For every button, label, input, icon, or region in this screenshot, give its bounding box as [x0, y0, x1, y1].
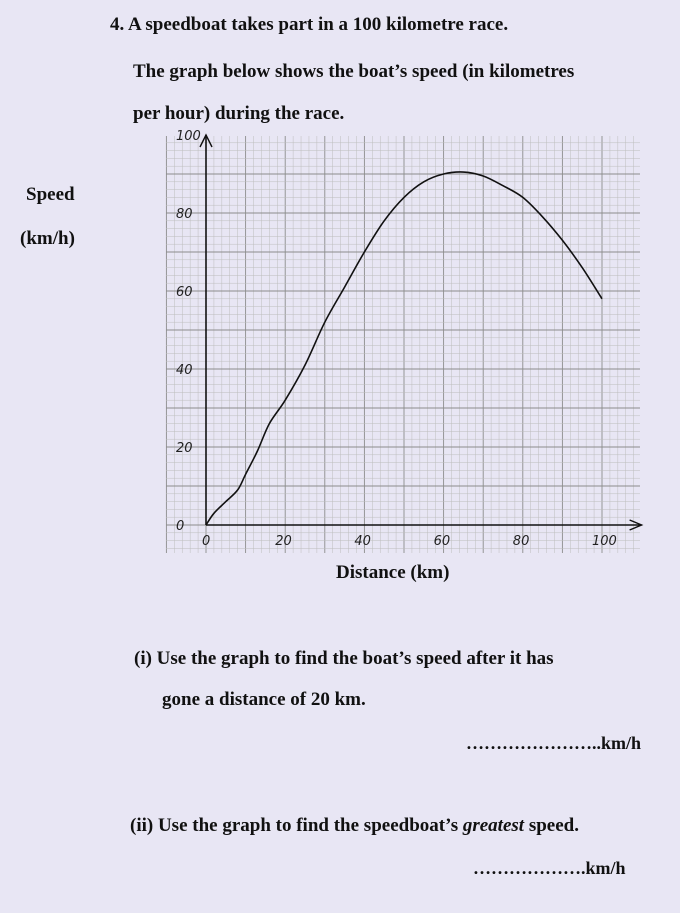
speed-distance-graph: 0 20 40 60 80 100 0 20 40 60 80 100 — [165, 129, 644, 553]
part-ii-emphasis: greatest — [462, 815, 525, 836]
x-tick-label: 80 — [513, 534, 530, 549]
x-tick-label: 40 — [354, 534, 371, 549]
y-tick-label: 100 — [176, 129, 201, 144]
part-ii-suffix: speed. — [524, 815, 579, 836]
part-ii-prefix: (ii) Use the graph to find the speedboat… — [130, 815, 463, 836]
question-title: 4. A speedboat takes part in a 100 kilom… — [110, 14, 509, 35]
part-ii-answer-blank[interactable]: ……………….km/h — [473, 858, 626, 878]
y-tick-label: 0 — [176, 519, 184, 534]
question-intro-line-2: per hour) during the race. — [133, 103, 345, 124]
y-tick-label: 20 — [176, 441, 193, 456]
part-ii-question: (ii) Use the graph to find the speedboat… — [130, 815, 579, 837]
part-i-answer-blank[interactable]: …………………..km/h — [466, 733, 642, 753]
y-axis-arrow — [199, 133, 213, 148]
question-intro-line-1: The graph below shows the boat’s speed (… — [133, 61, 575, 82]
y-axis-label-speed: Speed — [26, 184, 75, 205]
x-tick-label: 20 — [275, 534, 292, 549]
speed-curve — [205, 171, 603, 526]
y-tick-label: 60 — [176, 285, 193, 300]
graph-tick-labels: 0 20 40 60 80 100 0 20 40 60 80 100 — [176, 129, 617, 549]
x-tick-label: 0 — [202, 534, 210, 549]
y-tick-label: 40 — [176, 363, 193, 378]
y-tick-label: 80 — [176, 207, 193, 222]
part-i-question-line-1: (i) Use the graph to find the boat’s spe… — [134, 648, 554, 669]
x-tick-label: 60 — [434, 534, 451, 549]
part-i-question-line-2: gone a distance of 20 km. — [162, 689, 366, 710]
x-tick-label: 100 — [592, 534, 617, 549]
graph-axes — [199, 133, 644, 531]
x-axis-arrow — [629, 519, 644, 531]
y-axis-label-unit: (km/h) — [20, 228, 75, 249]
x-axis-label: Distance (km) — [336, 562, 450, 583]
